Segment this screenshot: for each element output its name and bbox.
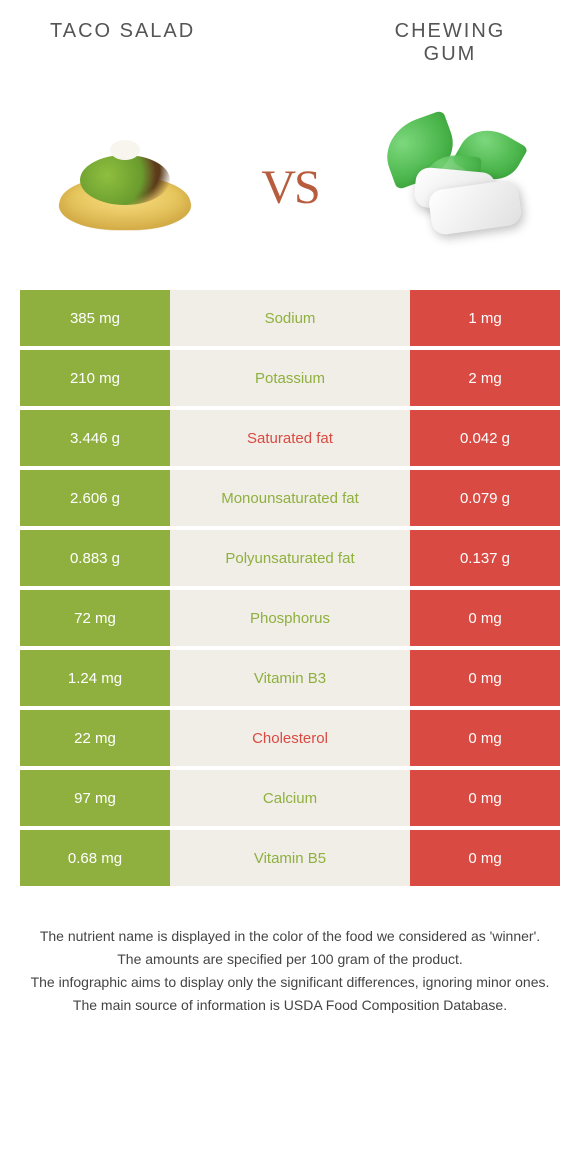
right-value: 0 mg <box>410 770 560 826</box>
title-left: Taco salad <box>50 20 195 43</box>
right-value: 0 mg <box>410 650 560 706</box>
table-row: 0.883 gPolyunsaturated fat0.137 g <box>20 530 560 586</box>
right-value: 0 mg <box>410 830 560 886</box>
left-value: 0.883 g <box>20 530 170 586</box>
table-row: 210 mgPotassium2 mg <box>20 350 560 406</box>
nutrient-label: Vitamin B5 <box>170 830 410 886</box>
nutrient-label: Cholesterol <box>170 710 410 766</box>
table-row: 3.446 gSaturated fat0.042 g <box>20 410 560 466</box>
table-row: 22 mgCholesterol0 mg <box>20 710 560 766</box>
right-value: 0.137 g <box>410 530 560 586</box>
left-value: 0.68 mg <box>20 830 170 886</box>
right-value: 0 mg <box>410 590 560 646</box>
left-value: 72 mg <box>20 590 170 646</box>
header: Taco salad Chewing gum <box>0 0 580 100</box>
nutrition-table: 385 mgSodium1 mg210 mgPotassium2 mg3.446… <box>20 290 560 886</box>
footnote-line: The infographic aims to display only the… <box>30 972 550 993</box>
table-row: 0.68 mgVitamin B50 mg <box>20 830 560 886</box>
footnote-line: The amounts are specified per 100 gram o… <box>30 949 550 970</box>
title-right: Chewing gum <box>370 20 530 66</box>
nutrient-label: Monounsaturated fat <box>170 470 410 526</box>
nutrient-label: Polyunsaturated fat <box>170 530 410 586</box>
table-row: 72 mgPhosphorus0 mg <box>20 590 560 646</box>
table-row: 2.606 gMonounsaturated fat0.079 g <box>20 470 560 526</box>
left-value: 210 mg <box>20 350 170 406</box>
nutrient-label: Calcium <box>170 770 410 826</box>
left-value: 2.606 g <box>20 470 170 526</box>
right-value: 0 mg <box>410 710 560 766</box>
left-value: 22 mg <box>20 710 170 766</box>
right-value: 1 mg <box>410 290 560 346</box>
right-value: 2 mg <box>410 350 560 406</box>
nutrient-label: Sodium <box>170 290 410 346</box>
chewing-gum-image <box>370 115 540 245</box>
nutrient-label: Phosphorus <box>170 590 410 646</box>
table-row: 385 mgSodium1 mg <box>20 290 560 346</box>
vs-label: vs <box>261 141 318 220</box>
table-row: 1.24 mgVitamin B30 mg <box>20 650 560 706</box>
footnote-line: The main source of information is USDA F… <box>30 995 550 1016</box>
footnotes: The nutrient name is displayed in the co… <box>30 926 550 1016</box>
nutrient-label: Saturated fat <box>170 410 410 466</box>
right-value: 0.042 g <box>410 410 560 466</box>
table-row: 97 mgCalcium0 mg <box>20 770 560 826</box>
left-value: 1.24 mg <box>20 650 170 706</box>
left-value: 385 mg <box>20 290 170 346</box>
footnote-line: The nutrient name is displayed in the co… <box>30 926 550 947</box>
images-row: vs <box>0 100 580 280</box>
left-value: 97 mg <box>20 770 170 826</box>
nutrient-label: Vitamin B3 <box>170 650 410 706</box>
right-value: 0.079 g <box>410 470 560 526</box>
nutrient-label: Potassium <box>170 350 410 406</box>
left-value: 3.446 g <box>20 410 170 466</box>
taco-salad-image <box>40 115 210 245</box>
